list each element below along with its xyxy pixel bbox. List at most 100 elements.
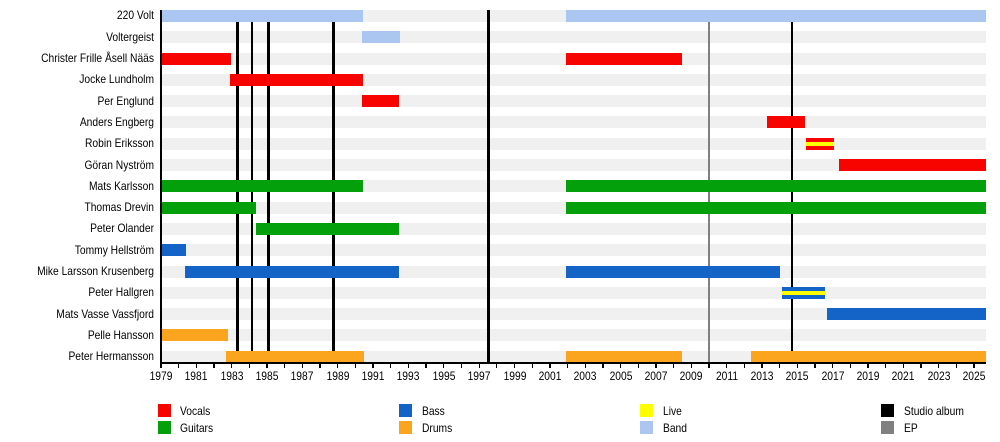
member-bar xyxy=(565,265,780,278)
x-axis-tick xyxy=(513,363,516,369)
x-axis-year-label: 2017 xyxy=(821,369,845,383)
x-axis-tick xyxy=(390,363,392,369)
x-axis-tick xyxy=(354,363,357,369)
x-axis-year-label: 1987 xyxy=(290,369,314,383)
legend-label-ep: EP xyxy=(904,420,918,435)
legend-label-studio_album: Studio album xyxy=(904,404,965,419)
legend-swatch-studio_album xyxy=(881,404,895,418)
x-axis-tick xyxy=(372,363,374,369)
x-axis-tick xyxy=(460,363,463,369)
x-axis-year-label: 1981 xyxy=(184,369,208,383)
member-bar xyxy=(565,52,683,65)
member-bar xyxy=(161,329,229,342)
x-axis-tick xyxy=(248,363,251,369)
live-bar-slice xyxy=(782,290,825,295)
row-background-stripe xyxy=(161,329,986,342)
legend-label-live: Live xyxy=(662,404,682,419)
row-label: Mike Larsson Krusenberg xyxy=(37,264,154,278)
x-axis-tick xyxy=(708,363,710,369)
x-axis-tick xyxy=(637,363,639,369)
legend-swatch-ep xyxy=(881,420,895,434)
x-axis-year-label: 2019 xyxy=(856,369,880,383)
member-bar xyxy=(806,137,834,150)
row-label: Robin Eriksson xyxy=(84,136,154,151)
member-bar xyxy=(565,350,682,363)
x-axis-year-label: 1983 xyxy=(220,369,244,383)
bass-bar-slice xyxy=(782,286,825,291)
row-label: Voltergeist xyxy=(106,29,154,44)
row-label: Per Englund xyxy=(97,93,154,108)
x-axis-tick xyxy=(566,363,569,369)
x-axis-year-label: 1993 xyxy=(397,369,420,383)
legend-label-band: Band xyxy=(662,420,687,435)
legend-swatch-guitars xyxy=(157,420,171,434)
x-axis-year-label: 2023 xyxy=(927,369,951,383)
x-axis-year-label: 2015 xyxy=(785,369,809,383)
legend-swatch-drums xyxy=(398,420,412,434)
legend-label-vocals: Vocals xyxy=(180,404,211,419)
x-axis-tick xyxy=(425,363,427,369)
legend-swatch-vocals xyxy=(157,404,171,418)
x-axis-year-label: 2025 xyxy=(962,369,986,383)
member-bar xyxy=(226,350,365,363)
x-axis-tick xyxy=(284,363,286,369)
legend-label-bass: Bass xyxy=(421,404,445,419)
x-axis-tick xyxy=(213,363,215,369)
legend-swatch-band xyxy=(640,420,654,434)
row-background-stripe xyxy=(161,73,986,86)
x-axis-year-label: 1985 xyxy=(255,369,279,383)
studio-album-release-line xyxy=(487,9,491,362)
row-label: Jocke Lundholm xyxy=(79,72,154,87)
x-axis-tick xyxy=(319,363,321,369)
x-axis-tick xyxy=(231,363,233,369)
row-background-stripe xyxy=(161,308,986,321)
x-axis-tick xyxy=(867,363,869,369)
legend-swatch-bass xyxy=(398,404,412,418)
row-label: Tommy Hellström xyxy=(74,242,154,257)
legend-swatch-live xyxy=(640,404,654,418)
x-axis-tick xyxy=(725,363,728,369)
row-label: Christer Frille Åsell Nääs xyxy=(41,51,154,65)
x-axis-tick xyxy=(178,363,180,369)
member-bar xyxy=(565,180,986,193)
row-label: Mats Karlsson xyxy=(88,178,154,193)
member-bar xyxy=(361,95,400,108)
row-label: 220 Volt xyxy=(116,8,154,23)
x-axis-tick xyxy=(885,363,887,369)
member-bar xyxy=(184,265,399,278)
x-axis-tick xyxy=(779,363,781,369)
x-axis-year-label: 2007 xyxy=(644,369,668,383)
legend-label-drums: Drums xyxy=(421,420,452,435)
x-axis-tick xyxy=(266,363,268,369)
row-background-stripe xyxy=(161,286,986,299)
x-axis-tick xyxy=(743,363,745,369)
x-axis-tick xyxy=(195,363,197,369)
x-axis-tick xyxy=(832,363,834,369)
row-label: Pelle Hansson xyxy=(87,327,154,342)
row-label: Peter Hermansson xyxy=(68,349,154,364)
legend-label-guitars: Guitars xyxy=(180,420,214,435)
x-axis-year-label: 2021 xyxy=(891,369,915,383)
x-axis-tick xyxy=(973,363,975,369)
x-axis-year-label: 1997 xyxy=(467,369,491,383)
member-bar xyxy=(161,52,231,65)
member-bar xyxy=(256,222,399,235)
member-bar xyxy=(782,286,825,299)
member-bar xyxy=(161,244,186,257)
row-background-stripe xyxy=(161,159,986,171)
x-axis-tick xyxy=(761,363,763,369)
x-axis-year-label: 2013 xyxy=(750,369,774,383)
x-axis-tick xyxy=(796,363,798,369)
x-axis-tick xyxy=(920,363,922,369)
x-axis-tick xyxy=(301,363,304,369)
member-bar xyxy=(767,116,806,129)
x-axis-year-label: 1991 xyxy=(361,369,385,383)
x-axis-tick xyxy=(531,363,533,369)
plot-left-border xyxy=(160,9,162,364)
row-background-stripe xyxy=(161,31,986,44)
bass-bar-slice xyxy=(782,294,825,299)
x-axis-tick xyxy=(496,363,498,369)
x-axis-tick xyxy=(443,363,445,369)
row-label: Göran Nyström xyxy=(84,157,154,172)
